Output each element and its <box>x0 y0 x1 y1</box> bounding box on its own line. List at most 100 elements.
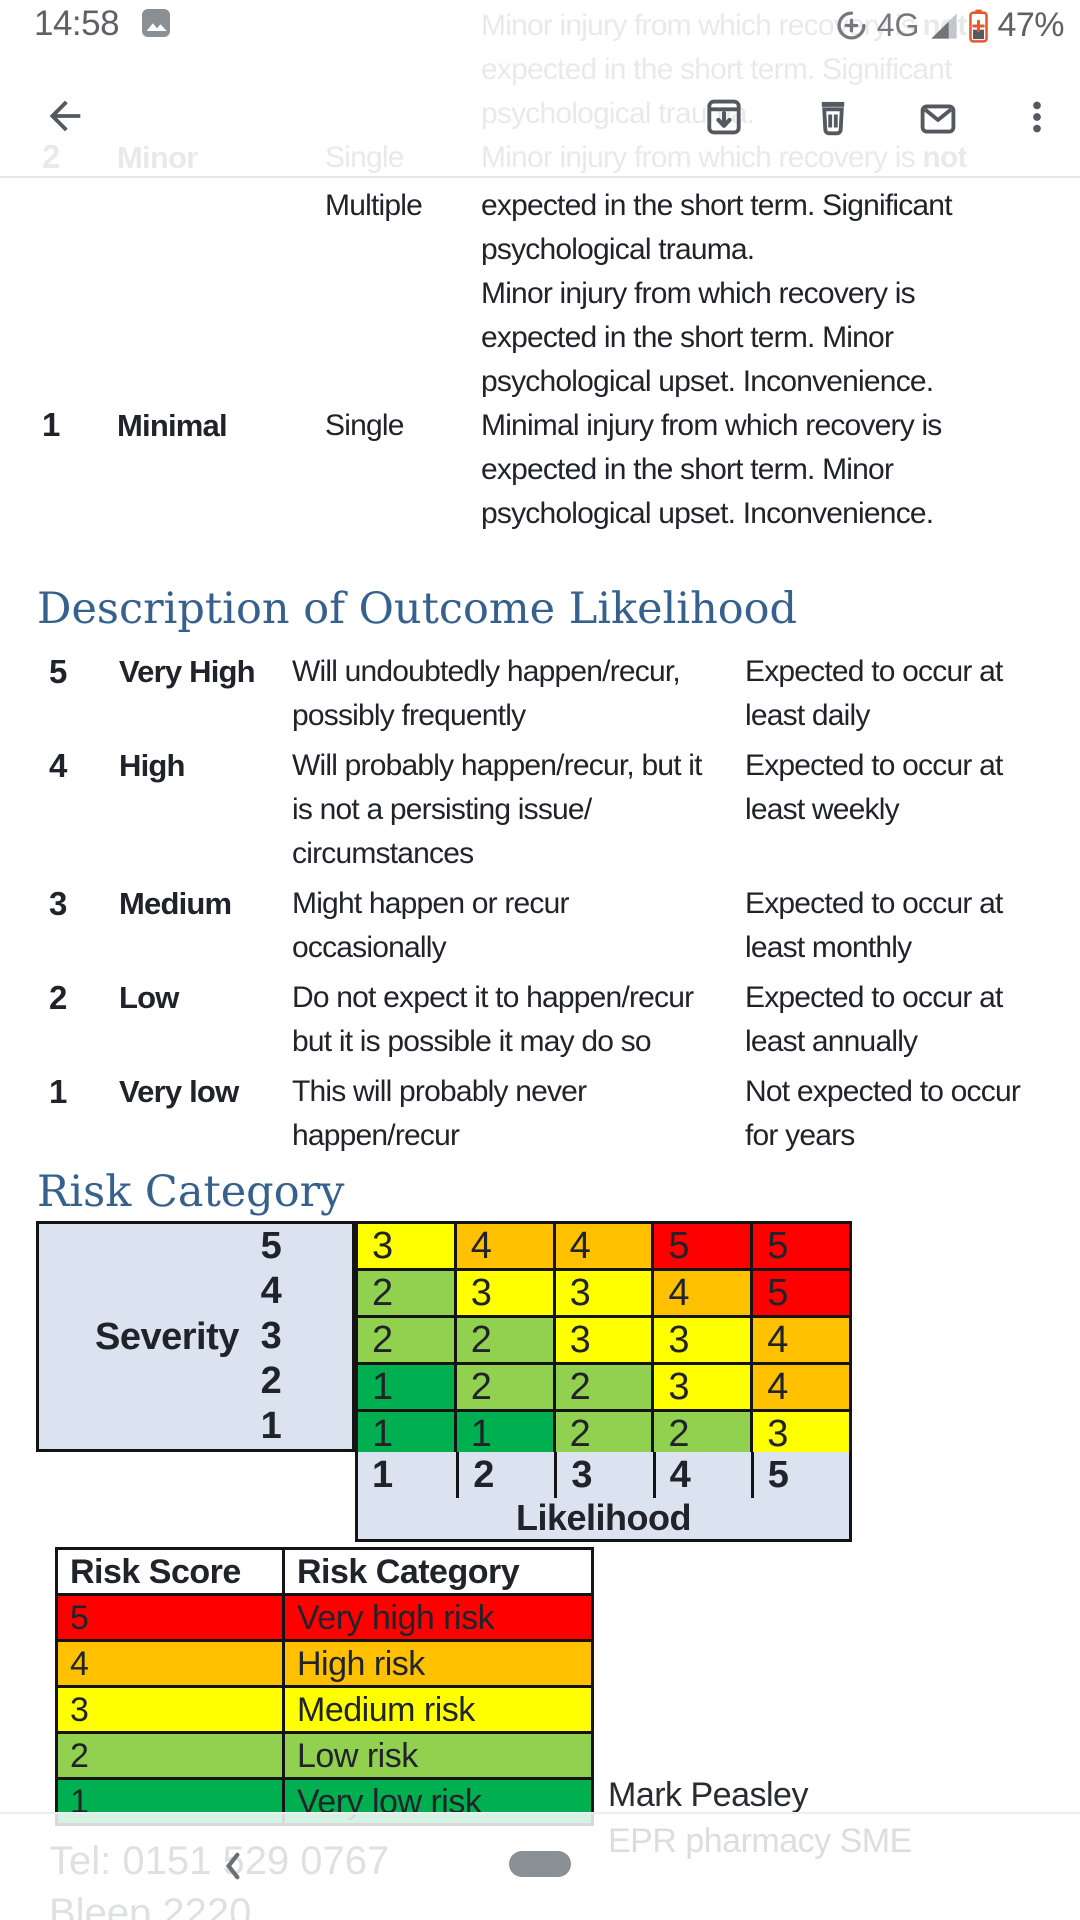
matrix-cell: 3 <box>654 1365 751 1409</box>
section-heading-risk-category: Risk Category <box>37 1167 345 1217</box>
likelihood-frequency: Expected to occur at least annually <box>745 981 1003 1058</box>
likelihood-description: Will probably happen/recur, but it is no… <box>292 749 703 870</box>
matrix-likelihood-band: 1 2 3 4 5 Likelihood <box>355 1452 852 1542</box>
risk-score-cell: 4 <box>58 1642 282 1685</box>
matrix-cell: 4 <box>654 1271 751 1315</box>
signal-strength-icon <box>931 12 958 39</box>
severity-row-label: Minimal <box>117 408 228 443</box>
severity-desc-block: Minimal injury from which recovery is ex… <box>481 409 942 530</box>
likelihood-score: 2 <box>49 979 67 1016</box>
likelihood-score: 4 <box>49 747 67 784</box>
likelihood-label: Medium <box>119 886 232 921</box>
likelihood-label: Very low <box>119 1074 239 1109</box>
risk-matrix: 3 4 4 5 5 2 3 3 4 5 2 2 3 3 4 1 2 2 3 4 … <box>355 1221 852 1456</box>
severity-desc-block: expected in the short term. Significant … <box>481 189 953 398</box>
matrix-severity-panel: Severity 5 4 3 2 1 <box>36 1221 355 1452</box>
matrix-cell: 2 <box>456 1365 553 1409</box>
likelihood-label: Very High <box>119 654 256 689</box>
risk-category-cell: Medium risk <box>285 1688 591 1731</box>
photo-notification-icon <box>142 9 170 37</box>
severity-tick: 1 <box>260 1405 282 1447</box>
likelihood-description: Do not expect it to happen/recur but it … <box>292 981 694 1058</box>
matrix-cell: 2 <box>456 1318 553 1362</box>
likelihood-score: 3 <box>49 885 67 922</box>
more-options-icon[interactable] <box>1016 96 1058 138</box>
risk-score-cell: 5 <box>58 1596 282 1639</box>
severity-tick: 3 <box>260 1315 282 1357</box>
back-arrow-icon[interactable] <box>42 93 88 139</box>
severity-row-score: 1 <box>42 406 60 443</box>
matrix-cell: 3 <box>753 1412 849 1456</box>
severity-tick: 2 <box>260 1360 282 1402</box>
matrix-cell: 3 <box>654 1318 751 1362</box>
toolbar-overlay <box>0 0 1080 178</box>
matrix-cell: 3 <box>555 1271 652 1315</box>
likelihood-frequency: Not expected to occur for years <box>745 1075 1021 1152</box>
risk-score-cell: 3 <box>58 1688 282 1731</box>
likelihood-axis-label: Likelihood <box>516 1497 692 1538</box>
clock: 14:58 <box>34 4 120 43</box>
matrix-cell: 4 <box>555 1224 652 1268</box>
likelihood-label: Low <box>119 980 179 1015</box>
severity-tick: 4 <box>260 1270 282 1312</box>
mail-icon[interactable] <box>917 98 959 140</box>
risk-score-table: Risk Score Risk Category 5 Very high ris… <box>55 1547 594 1826</box>
network-type-label: 4G <box>876 7 920 43</box>
matrix-cell: 5 <box>753 1271 849 1315</box>
matrix-cell: 4 <box>753 1365 849 1409</box>
matrix-cell: 5 <box>753 1224 849 1268</box>
signature-name: Mark Peasley <box>608 1776 808 1814</box>
likelihood-label: High <box>119 748 185 783</box>
severity-tick: 5 <box>260 1225 282 1267</box>
severity-axis-label: Severity <box>95 1315 239 1358</box>
status-bar: 14:58 4G 47% <box>0 0 1080 48</box>
home-gesture-pill[interactable] <box>509 1851 571 1877</box>
likelihood-description: This will probably never happen/recur <box>292 1075 587 1152</box>
delete-icon[interactable] <box>812 96 854 138</box>
battery-saver-icon <box>969 9 989 43</box>
risk-score-cell: 2 <box>58 1734 282 1777</box>
risk-category-cell: High risk <box>285 1642 591 1685</box>
matrix-cell: 2 <box>654 1412 751 1456</box>
matrix-cell: 4 <box>753 1318 849 1362</box>
risk-category-cell: Very high risk <box>285 1596 591 1639</box>
likelihood-tick: 2 <box>456 1452 554 1498</box>
likelihood-frequency: Expected to occur at least weekly <box>745 749 1003 826</box>
likelihood-description: Might happen or recur occasionally <box>292 887 570 964</box>
matrix-cell: 3 <box>456 1271 553 1315</box>
data-saver-icon <box>837 11 866 40</box>
status-icons: 4G 47% <box>835 6 1064 45</box>
risk-category-cell: Low risk <box>285 1734 591 1777</box>
severity-row-exposure: Multiple <box>325 189 423 222</box>
matrix-cell: 2 <box>358 1318 454 1362</box>
matrix-cell: 2 <box>555 1365 652 1409</box>
likelihood-tick: 3 <box>554 1452 652 1498</box>
matrix-cell: 3 <box>555 1318 652 1362</box>
matrix-cell: 1 <box>456 1412 553 1456</box>
matrix-cell: 4 <box>456 1224 553 1268</box>
matrix-cell: 3 <box>358 1224 454 1268</box>
likelihood-tick: 4 <box>652 1452 751 1498</box>
likelihood-axis-ticks: 1 2 3 4 5 <box>358 1452 849 1498</box>
matrix-cell: 5 <box>654 1224 751 1268</box>
battery-percent-label: 47% <box>997 6 1064 44</box>
matrix-cell: 2 <box>358 1271 454 1315</box>
risk-category-header: Risk Category <box>285 1550 591 1593</box>
severity-row-exposure: Single <box>325 409 404 442</box>
back-gesture-chevron-icon[interactable] <box>218 1846 248 1886</box>
likelihood-description: Will undoubtedly happen/recur, possibly … <box>292 655 681 732</box>
likelihood-frequency: Expected to occur at least monthly <box>745 887 1003 964</box>
likelihood-tick: 5 <box>750 1452 849 1498</box>
likelihood-score: 1 <box>49 1073 67 1110</box>
likelihood-table: 5 Very High Will undoubtedly happen/recu… <box>49 650 1069 1158</box>
likelihood-score: 5 <box>49 653 67 690</box>
matrix-cell: 1 <box>358 1412 454 1456</box>
matrix-cell: 2 <box>555 1412 652 1456</box>
likelihood-frequency: Expected to occur at least daily <box>745 655 1003 732</box>
severity-axis-ticks: 5 4 3 2 1 <box>39 1224 282 1449</box>
risk-score-header: Risk Score <box>58 1550 282 1593</box>
section-heading-outcome-likelihood: Description of Outcome Likelihood <box>37 584 798 634</box>
download-icon[interactable] <box>703 96 745 138</box>
